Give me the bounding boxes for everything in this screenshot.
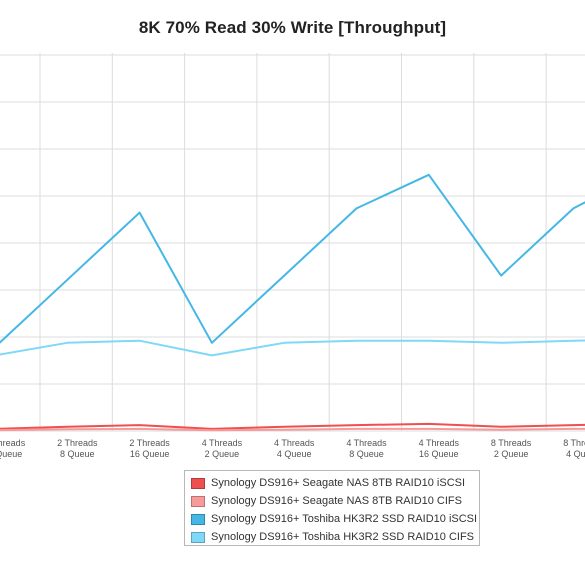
legend-item-3: Synology DS916+ Toshiba HK3R2 SSD RAID10… — [191, 510, 479, 528]
x-tick-label: 4 Threads 2 Queue — [202, 438, 243, 459]
legend-swatch — [191, 477, 205, 489]
legend-label: Synology DS916+ Toshiba HK3R2 SSD RAID10… — [211, 531, 475, 543]
legend-label: Synology DS916+ Seagate NAS 8TB RAID10 C… — [211, 495, 462, 507]
series-line-3 — [0, 173, 585, 344]
series-line-1 — [0, 422, 585, 430]
series-lines — [0, 173, 585, 432]
legend-item-2: Synology DS916+ Seagate NAS 8TB RAID10 C… — [191, 492, 479, 510]
gridlines — [0, 53, 585, 432]
legend-item-1: Synology DS916+ Seagate NAS 8TB RAID10 i… — [191, 474, 479, 492]
x-tick-label: 4 Threads 8 Queue — [346, 438, 387, 459]
x-tick-label: 2 Threads 16 Queue — [129, 438, 170, 459]
legend-swatch — [191, 495, 205, 507]
legend-swatch — [191, 531, 205, 543]
legend: Synology DS916+ Seagate NAS 8TB RAID10 i… — [184, 470, 480, 546]
legend-label: Synology DS916+ Toshiba HK3R2 SSD RAID10… — [211, 513, 478, 525]
legend-label: Synology DS916+ Seagate NAS 8TB RAID10 i… — [211, 477, 466, 489]
legend-item-4: Synology DS916+ Toshiba HK3R2 SSD RAID10… — [191, 528, 479, 546]
x-tick-label: 4 Threads 4 Queue — [274, 438, 315, 459]
series-line-4 — [0, 339, 585, 357]
x-tick-label: 8 Threads 2 Queue — [491, 438, 532, 459]
chart-title: 8K 70% Read 30% Write [Throughput] — [138, 18, 447, 37]
x-tick-label: 4 Threads 16 Queue — [419, 438, 460, 459]
series-line-2 — [0, 427, 585, 432]
legend-swatch — [191, 513, 205, 525]
x-tick-label: 2 Threads 8 Queue — [57, 438, 98, 459]
